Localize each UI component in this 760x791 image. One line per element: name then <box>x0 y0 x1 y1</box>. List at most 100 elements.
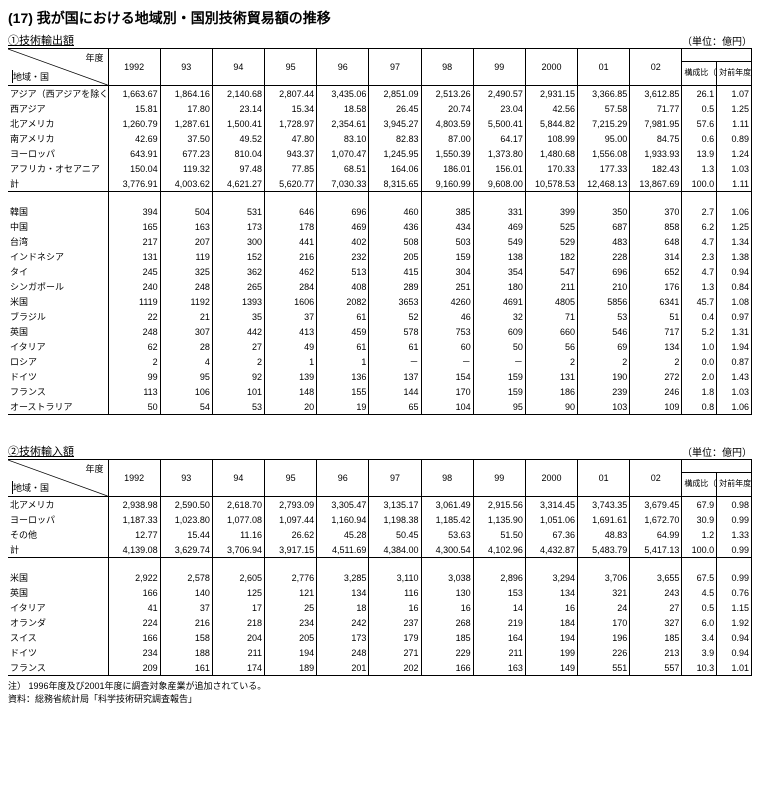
cell: 2,490.57 <box>473 86 525 102</box>
cell: 2 <box>108 354 160 369</box>
cell: 696 <box>317 204 369 219</box>
cell: 152 <box>212 249 264 264</box>
cell: 677.23 <box>160 146 212 161</box>
table-row: 南アメリカ42.6937.5049.5247.8083.1082.8387.00… <box>8 131 752 146</box>
cell: 442 <box>212 324 264 339</box>
cell: 161 <box>160 660 212 676</box>
cell-yoy: 1.03 <box>717 161 752 176</box>
cell: 551 <box>578 660 630 676</box>
cell: 103 <box>578 399 630 415</box>
cell-ratio: 30.9 <box>682 512 717 527</box>
cell: 209 <box>108 660 160 676</box>
cell: 224 <box>108 615 160 630</box>
row-label: ヨーロッパ <box>8 146 108 161</box>
cell: 1,663.67 <box>108 86 160 102</box>
cell: 9,160.99 <box>421 176 473 192</box>
cell: 1,135.90 <box>473 512 525 527</box>
cell: 61 <box>317 309 369 324</box>
cell: 57.58 <box>578 101 630 116</box>
cell: － <box>369 354 421 369</box>
import-table: 年度 地域・国 19929394959697989920000102構成比（％）… <box>8 459 752 676</box>
cell: 858 <box>630 219 682 234</box>
col-year: 01 <box>578 49 630 86</box>
cell: 137 <box>369 369 421 384</box>
cell-yoy: 1.92 <box>717 615 752 630</box>
cell: 660 <box>525 324 577 339</box>
cell: 810.04 <box>212 146 264 161</box>
cell: 1,728.97 <box>265 116 317 131</box>
cell: 185 <box>630 630 682 645</box>
cell: 159 <box>473 369 525 384</box>
cell: 109 <box>630 399 682 415</box>
cell: 529 <box>525 234 577 249</box>
cell-ratio: 5.2 <box>682 324 717 339</box>
cell: 205 <box>369 249 421 264</box>
cell: 240 <box>108 279 160 294</box>
cell: 459 <box>317 324 369 339</box>
cell: 207 <box>160 234 212 249</box>
cell: 95 <box>473 399 525 415</box>
cell: 1,287.61 <box>160 116 212 131</box>
cell: 314 <box>630 249 682 264</box>
col-year: 02 <box>630 460 682 497</box>
cell: 131 <box>525 369 577 384</box>
cell: 163 <box>160 219 212 234</box>
cell-yoy: 0.94 <box>717 645 752 660</box>
page-title: (17) 我が国における地域別・国別技術貿易額の推移 <box>8 8 752 28</box>
cell: 246 <box>630 384 682 399</box>
cell-yoy: 1.08 <box>717 294 752 309</box>
cell: 3,135.17 <box>369 497 421 513</box>
table-row: タイ2453253624625134153043545476966524.70.… <box>8 264 752 279</box>
cell: 53 <box>212 399 264 415</box>
table-row: アジア（西アジアを除く）1,663.671,864.162,140.682,80… <box>8 86 752 102</box>
cell: 170.33 <box>525 161 577 176</box>
header-diag: 年度 地域・国 <box>8 49 108 86</box>
table-row: アフリカ・オセアニア150.04119.3297.4877.8568.51164… <box>8 161 752 176</box>
cell: 166 <box>421 660 473 676</box>
cell: 194 <box>265 645 317 660</box>
cell: 3,314.45 <box>525 497 577 513</box>
cell: 2,938.98 <box>108 497 160 513</box>
cell-ratio: 2.3 <box>682 249 717 264</box>
cell-ratio: 4.7 <box>682 234 717 249</box>
cell: 284 <box>265 279 317 294</box>
cell: 185 <box>421 630 473 645</box>
cell: 104 <box>421 399 473 415</box>
col-ratio: 構成比（％） <box>682 473 717 497</box>
cell-yoy: 0.89 <box>717 131 752 146</box>
cell: 1119 <box>108 294 160 309</box>
row-label: ドイツ <box>8 369 108 384</box>
cell: 204 <box>212 630 264 645</box>
row-label: 計 <box>8 542 108 558</box>
cell: 47.80 <box>265 131 317 146</box>
cell: 136 <box>317 369 369 384</box>
cell: 4,803.59 <box>421 116 473 131</box>
cell: 27 <box>630 600 682 615</box>
cell: 229 <box>421 645 473 660</box>
cell: 557 <box>630 660 682 676</box>
cell: 77.85 <box>265 161 317 176</box>
table-row: 韓国3945045316466964603853313993503702.71.… <box>8 204 752 219</box>
cell: 27 <box>212 339 264 354</box>
table-row: 米国2,9222,5782,6052,7763,2853,1103,0382,8… <box>8 570 752 585</box>
cell-ratio: 6.2 <box>682 219 717 234</box>
cell: 54 <box>160 399 212 415</box>
cell: 196 <box>578 630 630 645</box>
cell: 4,511.69 <box>317 542 369 558</box>
cell: 150.04 <box>108 161 160 176</box>
cell: 2,931.15 <box>525 86 577 102</box>
cell: 5,844.82 <box>525 116 577 131</box>
cell: 5,417.13 <box>630 542 682 558</box>
cell: 154 <box>421 369 473 384</box>
cell: 1,198.38 <box>369 512 421 527</box>
cell-yoy: 0.76 <box>717 585 752 600</box>
cell: 6341 <box>630 294 682 309</box>
cell: 16 <box>525 600 577 615</box>
cell: 165 <box>108 219 160 234</box>
cell: 15.81 <box>108 101 160 116</box>
cell: 202 <box>369 660 421 676</box>
table-row: ヨーロッパ643.91677.23810.04943.371,070.471,2… <box>8 146 752 161</box>
cell: 166 <box>108 630 160 645</box>
cell: 97.48 <box>212 161 264 176</box>
cell-yoy: 1.11 <box>717 116 752 131</box>
